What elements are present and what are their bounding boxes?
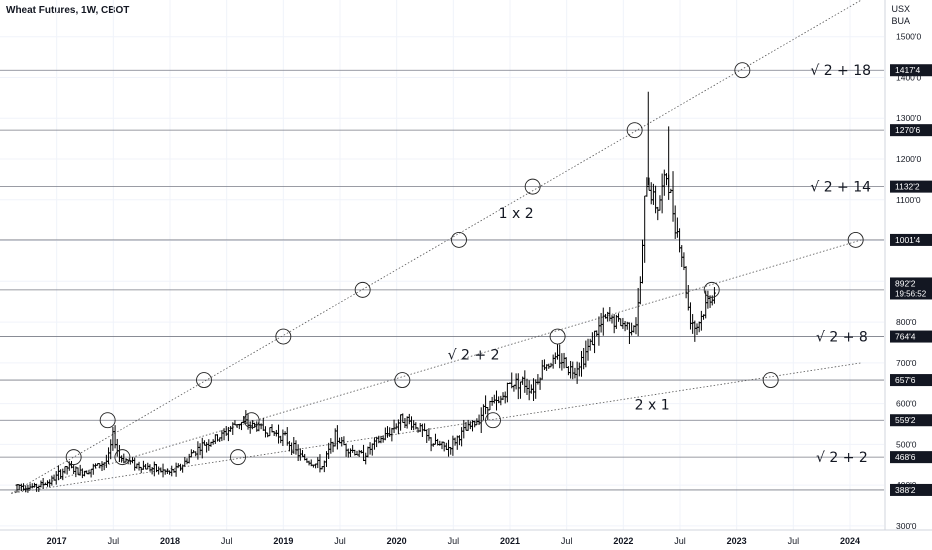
level-label: 388'2 [895,485,916,495]
time-tick-label: Jul [561,536,573,546]
circle-marker [549,328,566,345]
price-tick-label: 700'0 [896,358,917,368]
horizontal-levels [0,69,884,491]
annotations: √ 2 + 18 √ 2 + 14 1 x 2 √ 2 + 2 2 x 1 √ 2 + 8… [448,63,871,466]
annotation-label: √ 2 + 18 [810,63,871,79]
time-tick-label: Jul [221,536,233,546]
currency-label: USX [891,4,910,14]
circle-marker [847,231,864,248]
unit-label: BUA [891,16,910,26]
circle-marker [394,372,411,389]
price-tick-label: 500'0 [896,439,917,449]
time-tick-label: 2020 [387,536,407,546]
level-label: 1001'4 [895,235,921,245]
level-label: 764'4 [895,332,916,342]
trend-line [11,362,862,494]
trend-line [11,0,862,494]
time-tick-label: 2024 [840,536,860,546]
price-tick-label: 600'0 [896,399,917,409]
circle-marker [230,449,246,466]
circle-marker [275,328,292,345]
level-label: 1270'6 [895,125,921,135]
circle-marker [243,412,260,429]
price-bars [15,91,716,493]
annotation-label: √ 2 + 2 [448,348,500,364]
current-price-label: 892'2 [895,278,916,288]
annotation-label: 1 x 2 [499,206,534,222]
time-tick-label: 2022 [613,536,633,546]
price-tick-label: 1400'0 [896,72,922,82]
time-tick-label: Jul [108,536,120,546]
grid [0,0,884,530]
level-label: 1132'2 [895,182,920,192]
price-tick-label: 300'0 [896,521,917,531]
time-tick-label: Jul [448,536,460,546]
time-tick-label: Jul [334,536,346,546]
level-label-box [890,233,932,246]
circle-marker [196,372,212,389]
time-tick-label: Jul [788,536,800,546]
price-tick-label: 800'0 [896,317,917,327]
chart-title: Wheat Futures, 1W, CBOT [6,5,130,16]
circle-marker [524,178,541,195]
level-labels: 1417'41270'61132'21001'4879'0764'4657'65… [890,64,932,496]
circle-markers [65,62,864,466]
annotation-label: √ 2 + 14 [810,180,871,196]
trend-line [11,239,862,494]
time-tick-label: Jul [674,536,686,546]
circle-marker [734,62,751,79]
circle-marker [451,231,467,248]
level-label: 1417'4 [895,65,921,75]
circle-marker [354,281,371,298]
time-axis: 2017 Jul 2018 Jul 2019 Jul 2020 Jul 2021 Jul 2022 J… [0,529,932,546]
annotation-label: 2 x 1 [635,397,670,413]
level-label-box [890,451,932,464]
current-price-box [890,277,932,300]
time-tick-label: 2023 [727,536,747,546]
price-tick-label: 1500'0 [896,32,922,42]
level-label-box [890,483,932,496]
annotation-label: √ 2 + 8 [816,330,868,346]
time-tick-label: 2019 [273,536,293,546]
level-label-box [890,374,932,387]
level-label-box [890,124,932,137]
time-tick-label: 2021 [500,536,520,546]
circle-marker [99,412,116,429]
trend-lines [11,0,862,494]
circle-marker [65,449,82,466]
level-label-box [890,180,932,193]
circle-marker [762,372,779,389]
level-label-box [890,330,932,343]
price-tick-label: 1100'0 [896,195,921,205]
level-label-box [890,414,932,427]
level-label-box [890,64,932,77]
level-label: 559'2 [895,415,916,425]
time-tick-label: 2017 [47,536,67,546]
annotation-label: √ 2 + 2 [816,450,868,466]
price-tick-label: 1300'0 [896,113,922,123]
time-tick-label: 2018 [160,536,180,546]
level-label: 468'6 [895,452,916,462]
level-label: 657'6 [895,375,916,385]
circle-marker [485,412,501,429]
circle-marker [114,449,131,466]
price-tick-label: 1200'0 [896,154,922,164]
circle-marker [626,122,643,139]
countdown-label: 19:56:52 [895,289,927,298]
circle-marker [703,281,720,298]
